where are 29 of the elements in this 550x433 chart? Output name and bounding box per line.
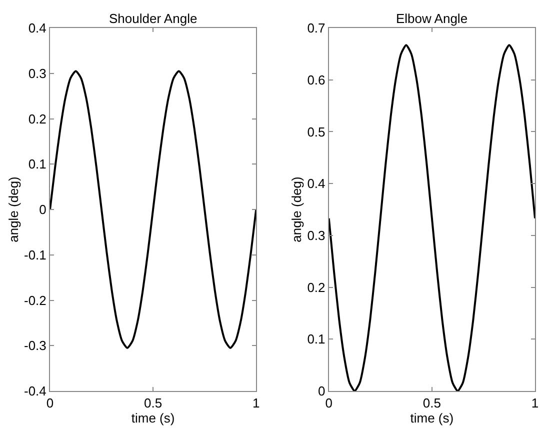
y-tick-label: -0.3	[24, 338, 46, 354]
y-tick-label: 0.4	[28, 20, 46, 36]
y-tick-label: 0.3	[307, 228, 326, 243]
y-tick-label: 0.4	[307, 176, 326, 192]
x-tick-label: 1	[252, 396, 260, 411]
line-series	[50, 70, 256, 349]
x-tick-label: 1	[531, 396, 539, 411]
y-axis-title: angle (deg)	[6, 176, 21, 242]
y-tick-label: 0.7	[307, 20, 326, 36]
y-tick-label: 0.5	[307, 124, 326, 140]
x-axis-title: time (s)	[131, 410, 175, 426]
x-tick-label: 0.5	[144, 396, 162, 411]
y-tick-label: 0.2	[307, 280, 326, 295]
y-tick-label: 0.1	[307, 332, 326, 347]
x-axis-title: time (s)	[410, 410, 454, 426]
y-tick-label: 0.3	[28, 66, 46, 81]
chart-title: Elbow Angle	[396, 11, 468, 26]
y-tick-label: 0	[39, 202, 46, 218]
x-tick-label: 0.5	[422, 396, 441, 411]
y-tick-label: 0	[318, 384, 326, 399]
y-tick-label: -0.2	[24, 292, 46, 308]
y-tick-label: -0.4	[24, 384, 46, 399]
y-tick-label: -0.1	[24, 247, 46, 262]
y-tick-label: 0.2	[28, 111, 46, 126]
y-axis-title: angle (deg)	[289, 176, 304, 242]
y-tick-label: 0.6	[307, 72, 326, 88]
chart-title: Shoulder Angle	[109, 11, 198, 26]
y-tick-label: 0.1	[28, 156, 46, 172]
line-series	[328, 44, 535, 391]
